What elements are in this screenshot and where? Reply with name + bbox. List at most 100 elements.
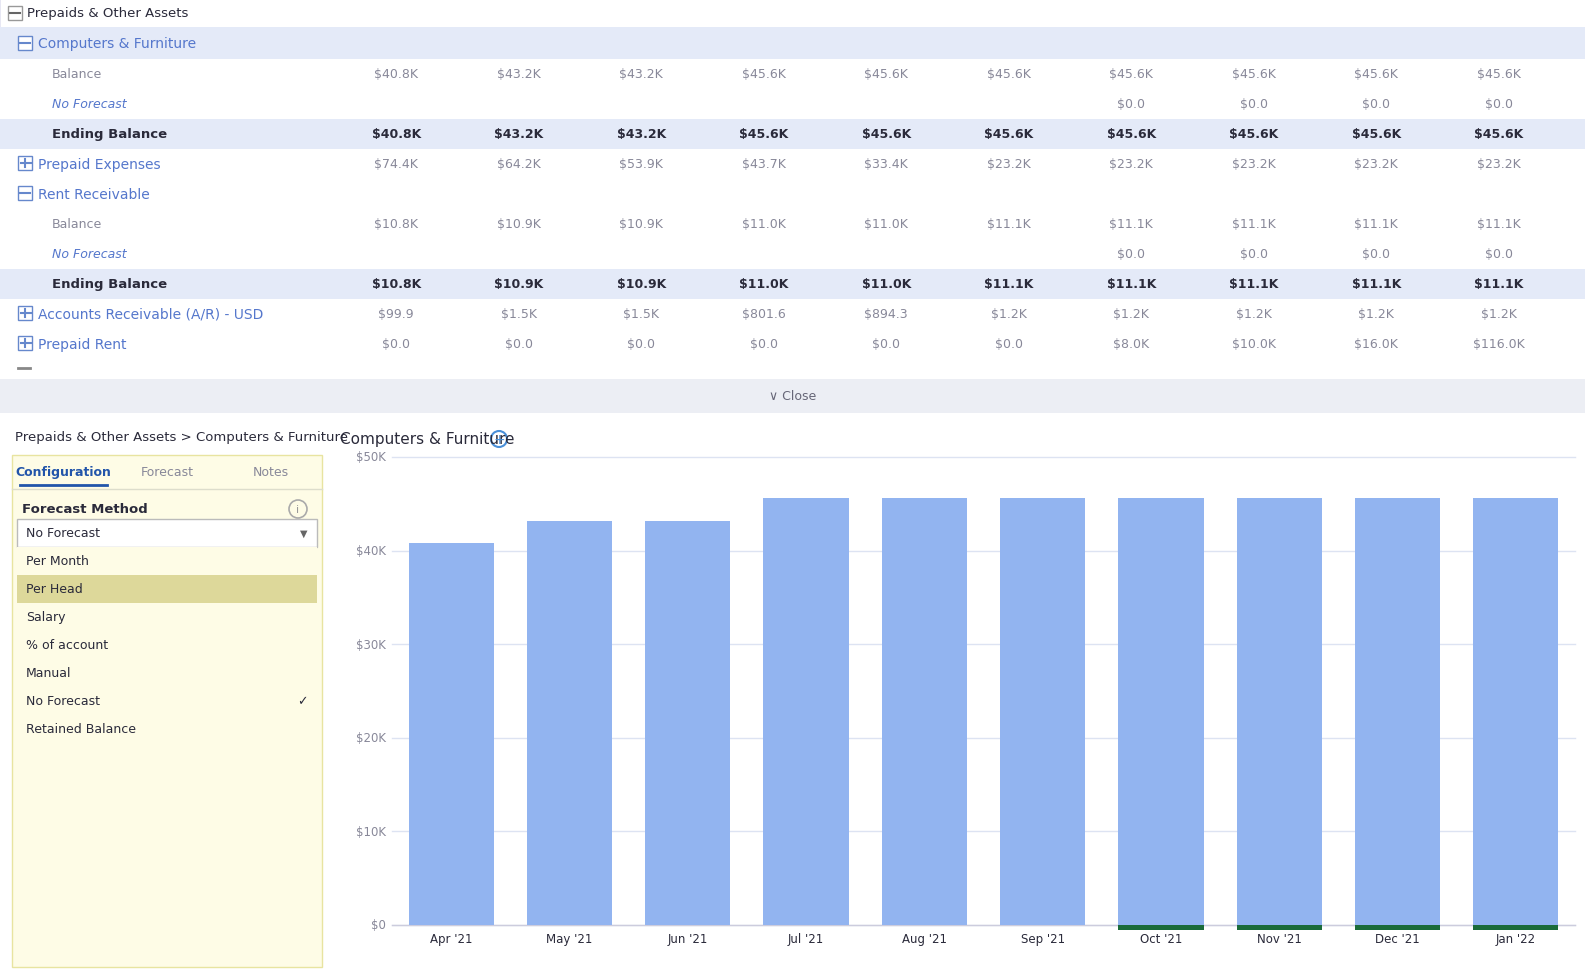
Text: Prepaid Rent: Prepaid Rent (38, 338, 127, 352)
Text: $10.8K: $10.8K (374, 218, 418, 232)
Bar (0, 415, 1585, 977)
Text: Ending Balance: Ending Balance (52, 278, 166, 291)
Bar (1355, 498, 1441, 925)
Bar (0, 270, 1585, 300)
Text: ∨ Close: ∨ Close (769, 390, 816, 404)
Bar (0, 360, 60, 378)
Text: $11.0K: $11.0K (739, 278, 788, 291)
Text: $11.0K: $11.0K (864, 218, 908, 232)
Text: $10.9K: $10.9K (620, 218, 663, 232)
Text: Forecast: Forecast (141, 466, 193, 479)
Bar (17, 604, 317, 631)
Text: $11.1K: $11.1K (1110, 218, 1154, 232)
Bar (0, 300, 1585, 329)
Text: Balance: Balance (52, 218, 103, 232)
Text: $0: $0 (371, 918, 387, 931)
Text: May '21: May '21 (547, 932, 593, 946)
Text: $0.0: $0.0 (1117, 99, 1146, 111)
Bar (17, 157, 32, 171)
Bar (17, 547, 317, 575)
Text: $0.0: $0.0 (1362, 99, 1390, 111)
Text: $23.2K: $23.2K (1110, 158, 1154, 171)
Text: $1.5K: $1.5K (501, 308, 537, 321)
Text: $0.0: $0.0 (750, 338, 778, 351)
Text: $43.2K: $43.2K (620, 68, 663, 81)
Text: $99.9: $99.9 (379, 308, 414, 321)
Text: $10.9K: $10.9K (496, 218, 540, 232)
Text: $801.6: $801.6 (742, 308, 786, 321)
Bar (17, 715, 317, 743)
Text: $74.4K: $74.4K (374, 158, 418, 171)
Text: ✓: ✓ (296, 695, 307, 707)
Text: $45.6K: $45.6K (984, 128, 1033, 142)
Text: $43.2K: $43.2K (617, 128, 666, 142)
Text: $45.6K: $45.6K (739, 128, 788, 142)
Text: $43.7K: $43.7K (742, 158, 786, 171)
Text: Apr '21: Apr '21 (430, 932, 472, 946)
Text: $0.0: $0.0 (1117, 248, 1146, 261)
Text: $45.6K: $45.6K (1352, 128, 1401, 142)
Text: Aug '21: Aug '21 (902, 932, 946, 946)
Text: $10K: $10K (357, 825, 387, 838)
Text: $43.2K: $43.2K (495, 128, 544, 142)
Text: Jan '22: Jan '22 (1496, 932, 1536, 946)
Text: $1.5K: $1.5K (623, 308, 659, 321)
Text: $40K: $40K (357, 544, 387, 558)
Text: $10.8K: $10.8K (371, 278, 422, 291)
Bar (645, 521, 731, 925)
Bar (1355, 925, 1441, 930)
Text: $30K: $30K (357, 638, 387, 651)
Text: $23.2K: $23.2K (1477, 158, 1520, 171)
Text: Per Month: Per Month (25, 555, 89, 568)
Text: Notes: Notes (252, 466, 288, 479)
Text: $45.6K: $45.6K (1110, 68, 1154, 81)
Text: Computers & Furniture: Computers & Furniture (341, 432, 515, 447)
Text: $0.0: $0.0 (1362, 248, 1390, 261)
Text: $1.2K: $1.2K (1480, 308, 1517, 321)
Text: $116.0K: $116.0K (1472, 338, 1525, 351)
Text: $23.2K: $23.2K (1232, 158, 1276, 171)
Text: $0.0: $0.0 (504, 338, 533, 351)
Bar (17, 520, 317, 547)
Text: Manual: Manual (25, 667, 71, 680)
Bar (0, 329, 1585, 360)
Text: $0.0: $0.0 (995, 338, 1022, 351)
Text: $11.0K: $11.0K (742, 218, 786, 232)
Text: $1.2K: $1.2K (1358, 308, 1395, 321)
Text: $45.6K: $45.6K (742, 68, 786, 81)
Text: Computers & Furniture: Computers & Furniture (38, 37, 197, 51)
Bar (526, 521, 612, 925)
Text: Ending Balance: Ending Balance (52, 128, 166, 142)
Bar (17, 337, 32, 351)
Text: $11.1K: $11.1K (1474, 278, 1523, 291)
Text: $10.9K: $10.9K (495, 278, 544, 291)
Text: $11.0K: $11.0K (862, 278, 911, 291)
Text: No Forecast: No Forecast (52, 99, 127, 111)
Text: $53.9K: $53.9K (620, 158, 663, 171)
Text: $10.9K: $10.9K (617, 278, 666, 291)
Text: $45.6K: $45.6K (1228, 128, 1279, 142)
Bar (17, 631, 317, 659)
Text: Prepaids & Other Assets: Prepaids & Other Assets (27, 8, 189, 21)
Text: $8.0K: $8.0K (1113, 338, 1149, 351)
Text: Per Head: Per Head (25, 583, 82, 596)
Text: Salary: Salary (25, 611, 65, 624)
Text: $40.8K: $40.8K (374, 68, 418, 81)
Bar (17, 575, 317, 604)
Text: $23.2K: $23.2K (1354, 158, 1398, 171)
Text: $0.0: $0.0 (1485, 248, 1512, 261)
Text: $16.0K: $16.0K (1354, 338, 1398, 351)
Text: Dec '21: Dec '21 (1376, 932, 1420, 946)
Text: $45.6K: $45.6K (864, 68, 908, 81)
Text: No Forecast: No Forecast (52, 248, 127, 261)
Text: $0.0: $0.0 (872, 338, 900, 351)
Bar (17, 687, 317, 715)
Text: $1.2K: $1.2K (1236, 308, 1271, 321)
Text: Jun '21: Jun '21 (667, 932, 708, 946)
Text: $50K: $50K (357, 451, 387, 464)
Text: $0.0: $0.0 (1239, 248, 1268, 261)
Text: Balance: Balance (52, 68, 103, 81)
Text: $45.6K: $45.6K (1232, 68, 1276, 81)
Bar (0, 90, 1585, 120)
Bar (17, 37, 32, 51)
